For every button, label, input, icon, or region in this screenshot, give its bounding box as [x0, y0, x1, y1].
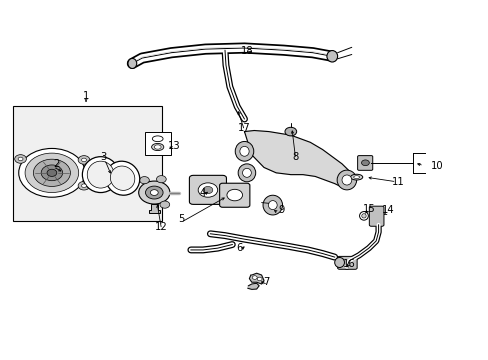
Ellipse shape	[105, 161, 140, 195]
Text: 9: 9	[277, 206, 284, 216]
Ellipse shape	[128, 58, 137, 68]
Circle shape	[198, 183, 217, 197]
Text: 7: 7	[263, 277, 269, 287]
Text: 14: 14	[381, 206, 394, 216]
Circle shape	[78, 181, 90, 190]
FancyBboxPatch shape	[189, 175, 226, 204]
Circle shape	[285, 127, 296, 136]
Circle shape	[15, 155, 26, 163]
Circle shape	[81, 184, 86, 188]
Circle shape	[145, 186, 163, 199]
Text: 3: 3	[100, 152, 106, 162]
Text: 18: 18	[240, 46, 253, 56]
Circle shape	[252, 276, 257, 279]
Circle shape	[361, 160, 368, 166]
Circle shape	[226, 189, 242, 201]
Text: 15: 15	[362, 204, 374, 214]
Polygon shape	[149, 204, 159, 213]
Text: 8: 8	[292, 152, 298, 162]
Ellipse shape	[110, 166, 135, 190]
Ellipse shape	[326, 50, 337, 62]
Ellipse shape	[341, 175, 351, 185]
Circle shape	[78, 156, 90, 164]
Polygon shape	[247, 283, 259, 289]
FancyBboxPatch shape	[368, 206, 383, 226]
Text: 13: 13	[167, 141, 180, 151]
Ellipse shape	[361, 214, 366, 218]
FancyBboxPatch shape	[337, 256, 356, 269]
Circle shape	[33, 159, 70, 186]
Text: 1: 1	[82, 91, 89, 101]
Ellipse shape	[263, 195, 282, 215]
Ellipse shape	[238, 164, 255, 182]
Text: 6: 6	[236, 243, 243, 253]
Circle shape	[81, 158, 86, 162]
Circle shape	[160, 201, 169, 208]
Text: 16: 16	[342, 259, 355, 269]
Circle shape	[19, 148, 85, 197]
Circle shape	[203, 186, 212, 194]
Text: 11: 11	[391, 177, 404, 187]
Ellipse shape	[240, 147, 248, 156]
Ellipse shape	[154, 145, 161, 149]
Circle shape	[156, 176, 166, 183]
Text: 5: 5	[178, 215, 184, 224]
Polygon shape	[249, 273, 264, 284]
FancyBboxPatch shape	[219, 183, 249, 207]
Ellipse shape	[242, 168, 251, 177]
Ellipse shape	[268, 201, 277, 210]
Ellipse shape	[151, 143, 163, 150]
Text: 12: 12	[155, 222, 168, 231]
Circle shape	[25, 153, 79, 193]
Bar	[144, 132, 171, 155]
Circle shape	[150, 190, 158, 195]
Ellipse shape	[359, 212, 367, 220]
Circle shape	[47, 169, 57, 176]
FancyBboxPatch shape	[357, 156, 372, 170]
Ellipse shape	[350, 174, 362, 180]
Circle shape	[139, 181, 169, 204]
Circle shape	[18, 157, 23, 161]
Polygon shape	[244, 131, 351, 187]
Text: 10: 10	[430, 161, 443, 171]
Ellipse shape	[336, 170, 356, 190]
Circle shape	[139, 177, 149, 184]
Ellipse shape	[82, 157, 119, 193]
Text: 2: 2	[54, 159, 60, 169]
Text: 17: 17	[238, 123, 250, 133]
Ellipse shape	[235, 141, 253, 161]
Circle shape	[41, 165, 62, 181]
Ellipse shape	[87, 161, 114, 188]
Ellipse shape	[334, 257, 344, 267]
Text: 4: 4	[200, 188, 206, 198]
Bar	[13, 107, 161, 221]
Ellipse shape	[353, 176, 359, 179]
Ellipse shape	[152, 136, 163, 141]
Circle shape	[257, 277, 262, 281]
